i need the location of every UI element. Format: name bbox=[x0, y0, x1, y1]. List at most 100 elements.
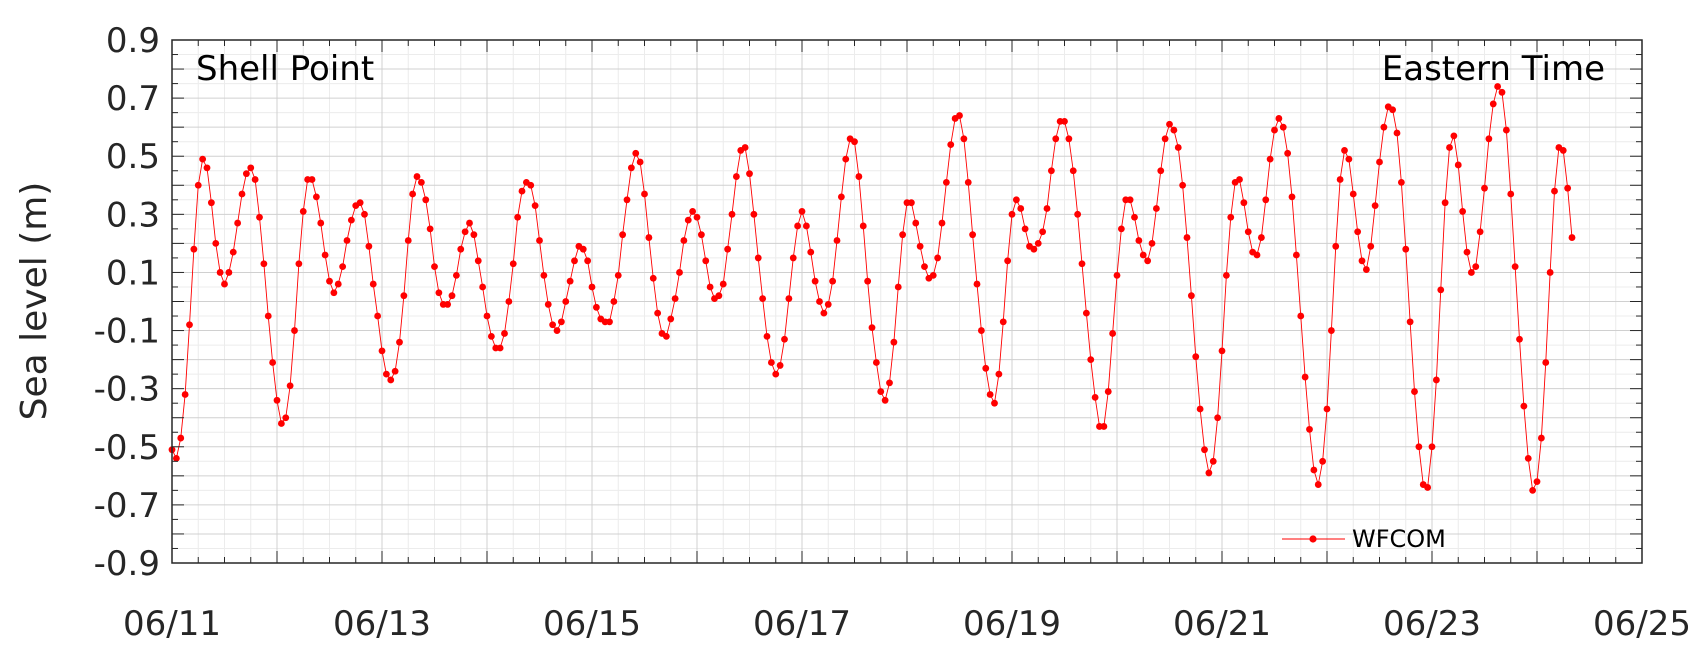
data-point bbox=[566, 277, 574, 285]
data-point bbox=[264, 312, 272, 320]
data-point bbox=[1061, 117, 1068, 125]
data-point bbox=[750, 210, 758, 218]
data-point bbox=[557, 318, 565, 326]
y-tick-label: -0.9 bbox=[94, 544, 160, 584]
data-point bbox=[623, 196, 631, 204]
data-point bbox=[802, 222, 810, 230]
data-point bbox=[1043, 205, 1051, 212]
data-point bbox=[1091, 393, 1099, 401]
data-point bbox=[667, 315, 675, 323]
data-point bbox=[680, 237, 688, 244]
data-point bbox=[1306, 425, 1313, 433]
data-point bbox=[982, 364, 990, 372]
data-point bbox=[1446, 144, 1453, 151]
data-point bbox=[627, 164, 635, 172]
data-point bbox=[969, 231, 977, 239]
data-point bbox=[820, 309, 828, 317]
data-point bbox=[1358, 257, 1366, 265]
data-point bbox=[461, 228, 469, 236]
data-point bbox=[544, 301, 552, 308]
data-point bbox=[1476, 228, 1484, 236]
data-point bbox=[369, 280, 377, 288]
data-point bbox=[431, 263, 438, 271]
data-point bbox=[1367, 242, 1375, 250]
data-point bbox=[785, 295, 793, 302]
data-point bbox=[824, 301, 832, 308]
data-point bbox=[1047, 167, 1055, 175]
data-point bbox=[1087, 356, 1095, 364]
data-point bbox=[833, 237, 841, 244]
data-point bbox=[719, 280, 727, 288]
data-point bbox=[1117, 225, 1125, 233]
data-point bbox=[1139, 251, 1147, 259]
data-point bbox=[1240, 199, 1248, 207]
data-point bbox=[1179, 181, 1187, 189]
data-point bbox=[588, 283, 596, 291]
data-point bbox=[912, 219, 920, 227]
data-point bbox=[1406, 318, 1414, 326]
data-point bbox=[365, 242, 373, 250]
data-point bbox=[641, 190, 648, 198]
data-point bbox=[1144, 257, 1152, 265]
data-point bbox=[1052, 135, 1060, 143]
x-tick-label: 06/13 bbox=[333, 604, 431, 644]
data-point bbox=[929, 271, 937, 279]
data-point bbox=[221, 280, 228, 288]
data-point bbox=[1415, 443, 1423, 451]
data-point bbox=[1402, 245, 1410, 253]
data-point bbox=[1021, 225, 1029, 233]
data-point bbox=[1437, 286, 1445, 294]
data-point bbox=[207, 199, 215, 207]
data-point bbox=[606, 318, 613, 326]
data-point bbox=[807, 248, 815, 256]
data-point bbox=[514, 213, 522, 221]
data-point bbox=[1551, 187, 1558, 195]
data-point bbox=[1349, 190, 1357, 198]
data-point bbox=[229, 248, 237, 256]
data-point bbox=[1459, 208, 1467, 215]
data-point bbox=[1559, 147, 1567, 154]
data-point bbox=[1100, 423, 1108, 430]
data-point bbox=[1152, 205, 1160, 212]
data-point bbox=[1275, 115, 1283, 122]
y-tick-label: -0.7 bbox=[94, 486, 160, 526]
data-point bbox=[269, 359, 277, 366]
data-point bbox=[789, 254, 797, 262]
data-point bbox=[1174, 144, 1182, 151]
data-point bbox=[1078, 260, 1086, 268]
data-point bbox=[295, 260, 303, 268]
x-tick-label: 06/23 bbox=[1383, 604, 1481, 644]
data-point bbox=[387, 376, 395, 384]
data-point bbox=[864, 277, 872, 285]
data-point bbox=[1135, 237, 1143, 244]
data-point bbox=[816, 298, 823, 305]
major-grid bbox=[172, 40, 1642, 563]
data-point bbox=[422, 196, 430, 204]
data-point bbox=[1362, 266, 1370, 273]
data-point bbox=[1187, 292, 1195, 300]
y-tick-label: 0.1 bbox=[106, 253, 160, 293]
legend-entry-label: WFCOM bbox=[1352, 525, 1446, 553]
y-tick-labels: 0.9 0.7 0.5 0.3 0.1 -0.1 -0.3 -0.5 -0.7 -0.9 bbox=[94, 21, 160, 584]
data-point bbox=[400, 292, 408, 300]
data-point bbox=[837, 193, 845, 201]
station-name: Shell Point bbox=[196, 49, 374, 89]
data-point bbox=[1157, 167, 1165, 175]
data-point bbox=[662, 332, 670, 340]
data-point bbox=[1170, 126, 1178, 134]
data-point bbox=[1109, 330, 1117, 337]
data-point bbox=[496, 344, 504, 352]
data-point bbox=[326, 277, 333, 285]
data-point bbox=[1341, 147, 1348, 154]
data-point bbox=[308, 176, 316, 183]
data-point bbox=[636, 158, 644, 166]
data-point bbox=[435, 289, 443, 297]
data-point bbox=[706, 283, 714, 291]
y-axis-label: Sea level (m) bbox=[14, 182, 55, 421]
data-point bbox=[859, 222, 867, 230]
data-point bbox=[1314, 481, 1322, 488]
data-point bbox=[317, 219, 325, 227]
data-point bbox=[907, 199, 915, 207]
data-point bbox=[1511, 263, 1519, 271]
